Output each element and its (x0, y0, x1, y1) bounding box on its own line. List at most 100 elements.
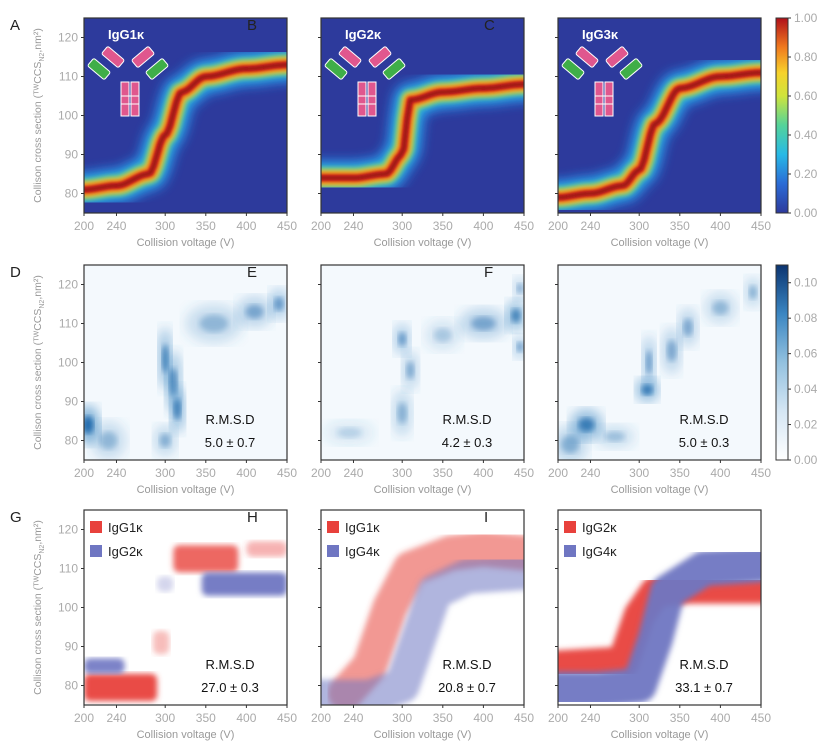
heatmap-band (327, 531, 524, 705)
rmsd-value: 4.2 ± 0.3 (442, 435, 493, 450)
antibody-domain (131, 46, 155, 68)
x-tick-label: 350 (433, 219, 453, 233)
heatmap-blob (645, 350, 653, 375)
colorbar-tick-label: 0.20 (794, 167, 818, 181)
x-axis-label: Collision voltage (V) (611, 484, 709, 496)
plot-area-C (558, 18, 761, 213)
y-axis-label-sub: N2 (39, 545, 46, 554)
colorbar-gradient (775, 17, 789, 214)
x-tick-label: 240 (580, 219, 600, 233)
x-tick-label: 400 (236, 466, 256, 480)
panel-letter: I (484, 509, 488, 526)
plot-area-A (84, 18, 287, 213)
antibody-icon (87, 46, 169, 117)
heatmap-blob (604, 431, 625, 442)
legend-label: IgG2κ (582, 520, 617, 535)
x-tick-label: 240 (106, 466, 126, 480)
heatmap-blob (84, 673, 158, 702)
heatmap-blob (578, 417, 595, 432)
heatmap-blob (84, 416, 94, 434)
heatmap-blob (99, 431, 118, 450)
y-axis-label: Collison cross section (ᵀᵂCCSN2,nm²) (32, 520, 46, 695)
x-tick-label: 300 (629, 219, 649, 233)
heatmap-blob (398, 332, 407, 347)
rmsd-label: R.M.S.D (205, 657, 254, 672)
antibody-domain (619, 58, 643, 80)
heatmap-blob (173, 545, 239, 573)
colorbar-tick-label: 0.08 (794, 311, 818, 325)
y-axis-label-main: Collison cross section (ᵀᵂCCS (32, 554, 44, 695)
heatmap-blob (748, 285, 757, 300)
y-tick-label: 110 (59, 317, 78, 331)
y-tick-label: 100 (58, 601, 78, 615)
y-axis-label-tail: ,nm²) (32, 28, 44, 53)
antibody-domain (368, 46, 392, 68)
heatmap-blob (157, 576, 174, 592)
antibody-domain (130, 81, 140, 117)
panel-letter: C (484, 17, 495, 34)
panel-A: IgG1κ A 200 240 300 350 400 450 Collision voltag… (10, 17, 297, 249)
legend-swatch (564, 521, 576, 533)
panel-letter: A (10, 17, 20, 34)
heatmap-blob (516, 283, 524, 294)
x-tick-label: 400 (473, 219, 493, 233)
heatmap-blob (516, 341, 524, 353)
legend-swatch (90, 521, 102, 533)
x-tick-label: 400 (710, 219, 730, 233)
x-axis-label: Collision voltage (V) (137, 729, 235, 741)
x-tick-label: 350 (196, 711, 216, 725)
x-axis-label: Collision voltage (V) (374, 729, 472, 741)
x-tick-label: 300 (392, 466, 412, 480)
rmsd-label: R.M.S.D (679, 657, 728, 672)
panel-D: R.M.S.D 5.0 ± 0.7 D 200 240 300 350 400 450 Colli… (10, 264, 297, 496)
x-tick-label: 240 (106, 219, 126, 233)
plot-area-B (321, 18, 524, 213)
x-tick-label: 350 (670, 466, 690, 480)
heatmap-blob (199, 314, 229, 333)
x-tick-label: 400 (710, 466, 730, 480)
rmsd-value: 20.8 ± 0.7 (438, 680, 496, 695)
x-tick-label: 400 (473, 466, 493, 480)
x-tick-label: 450 (277, 466, 297, 480)
legend-swatch (327, 545, 339, 557)
panel-F: R.M.S.D 5.0 ± 0.3 F 200 240 300 350 400 450 Colli… (484, 264, 771, 496)
plot-area-G (84, 510, 287, 705)
heatmap-blob (433, 328, 452, 343)
heatmap-blob (153, 630, 170, 655)
rmsd-value: 27.0 ± 0.3 (201, 680, 259, 695)
rmsd-value: 33.1 ± 0.7 (675, 680, 733, 695)
x-tick-label: 200 (74, 466, 94, 480)
y-tick-label: 120 (58, 278, 78, 292)
plot-area-H (321, 510, 524, 705)
x-tick-label: 200 (548, 466, 568, 480)
heatmap-blob (159, 433, 171, 448)
x-tick-label: 450 (514, 711, 534, 725)
x-tick-label: 350 (433, 466, 453, 480)
panel-letter: E (247, 264, 257, 281)
y-tick-label: 100 (58, 356, 78, 370)
colorbar-gradient (775, 264, 789, 461)
colorbar-1: 1.00 0.80 0.60 0.40 0.20 0.00 (775, 11, 818, 220)
x-tick-label: 240 (580, 466, 600, 480)
legend-swatch (90, 545, 102, 557)
colorbar-tick-label: 0.06 (794, 347, 818, 361)
x-axis-label: Collision voltage (V) (137, 237, 235, 249)
plot-area-I (558, 510, 761, 705)
heatmap-blob (561, 435, 580, 454)
x-tick-label: 350 (670, 219, 690, 233)
y-tick-label: 120 (58, 31, 78, 45)
y-tick-label: 110 (59, 562, 78, 576)
y-axis-label-tail: ,nm²) (32, 520, 44, 545)
antibody-icon (324, 46, 406, 117)
colorbar-tick-label: 0.02 (794, 418, 818, 432)
rmsd-label: R.M.S.D (679, 412, 728, 427)
panel-letter: H (247, 509, 258, 526)
heatmap-blob (84, 658, 125, 674)
heatmap-band (558, 71, 761, 199)
y-axis-label-tail: ,nm²) (32, 275, 44, 300)
rmsd-label: R.M.S.D (442, 412, 491, 427)
y-tick-label: 90 (65, 640, 79, 654)
panel-title: IgG3κ (582, 27, 619, 42)
colorbar-tick-label: 0.80 (794, 50, 818, 64)
